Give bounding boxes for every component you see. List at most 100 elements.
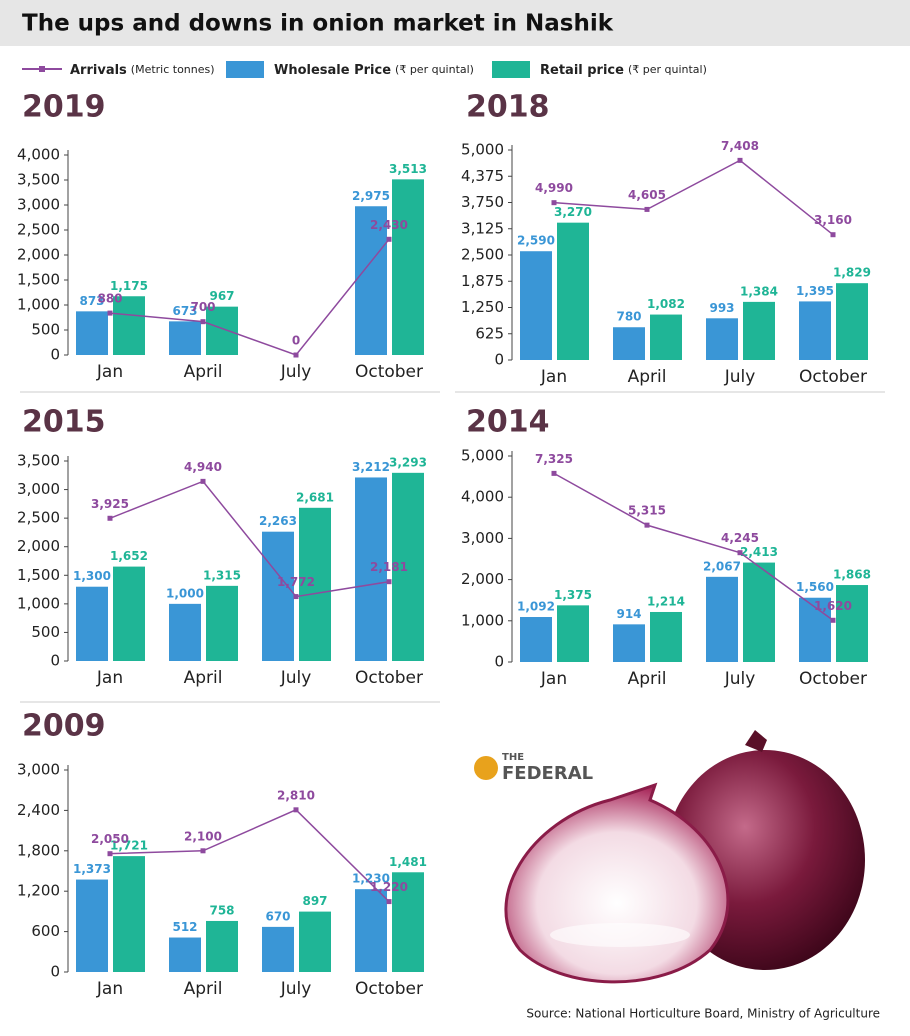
y-tick-label: 4,375: [461, 167, 504, 185]
value-label: 758: [209, 903, 234, 917]
arrivals-label: 2,181: [370, 560, 408, 574]
source: Source: National Horticulture Board, Min…: [526, 1007, 880, 1021]
arrivals-label: 1,620: [814, 599, 852, 613]
arrivals-point: [107, 851, 113, 857]
value-label: 1,481: [389, 855, 427, 869]
bar: [706, 318, 738, 360]
y-tick-label: 1,875: [461, 272, 504, 290]
x-tick-label: July: [724, 669, 756, 689]
bar: [206, 920, 238, 972]
logo-icon: [474, 756, 498, 780]
arrivals-label: 1,772: [277, 575, 315, 589]
bar: [355, 889, 387, 972]
bar: [613, 624, 645, 662]
y-tick-label: 1,200: [17, 882, 60, 900]
value-label: 3,270: [554, 205, 592, 219]
x-tick-label: July: [724, 367, 756, 387]
bar: [206, 585, 238, 661]
legend: Arrivals (Metric tonnes) Wholesale Price (₹…: [22, 61, 707, 78]
value-label: 1,300: [73, 569, 111, 583]
bar: [650, 314, 682, 360]
arrivals-point: [107, 310, 113, 316]
bar: [355, 477, 387, 661]
y-tick-label: 0: [50, 652, 60, 670]
value-label: 993: [709, 301, 734, 315]
value-label: 2,975: [352, 189, 390, 203]
legend-name: Retail price: [540, 63, 624, 78]
chart-title: 2009: [22, 709, 106, 744]
y-tick-label: 3,125: [461, 219, 504, 237]
arrivals-line: [109, 238, 390, 356]
x-tick-label: October: [355, 668, 423, 688]
value-label: 914: [616, 607, 641, 621]
arrivals-line: [553, 159, 834, 236]
value-label: 1,000: [166, 586, 204, 600]
value-label: 1,175: [110, 279, 148, 293]
arrivals-point: [830, 232, 836, 238]
bar: [799, 301, 831, 360]
legend-unit: (₹ per quintal): [628, 63, 707, 76]
y-tick-label: 2,400: [17, 801, 60, 819]
bar: [557, 605, 589, 662]
legend-unit: (Metric tonnes): [131, 63, 215, 76]
arrivals-label: 4,990: [535, 181, 573, 195]
arrivals-point: [737, 157, 743, 163]
legend-swatch: [226, 61, 264, 78]
bar: [76, 586, 108, 661]
chart-title: 2015: [22, 405, 106, 440]
y-tick-label: 2,500: [17, 509, 60, 527]
value-label: 873: [79, 294, 104, 308]
y-tick-label: 1,000: [461, 611, 504, 629]
y-tick-label: 3,500: [17, 452, 60, 470]
value-label: 1,315: [203, 568, 241, 582]
value-label: 2,263: [259, 514, 297, 528]
bar: [76, 311, 108, 355]
bar: [355, 206, 387, 355]
bar: [262, 531, 294, 661]
y-tick-label: 2,000: [17, 537, 60, 555]
arrivals-point: [386, 899, 392, 905]
bar: [836, 585, 868, 662]
value-label: 2,681: [296, 490, 334, 504]
y-tick-label: 500: [31, 321, 60, 339]
y-tick-label: 625: [475, 324, 504, 342]
value-label: 1,375: [554, 588, 592, 602]
legend-label: Retail price (₹ per quintal): [540, 63, 707, 78]
arrivals-point: [551, 470, 557, 476]
bar: [650, 611, 682, 662]
value-label: 512: [172, 920, 197, 934]
arrivals-label: 880: [97, 292, 122, 306]
y-tick-label: 4,000: [17, 146, 60, 164]
legend-unit: (₹ per quintal): [395, 63, 474, 76]
value-label: 673: [172, 304, 197, 318]
arrivals-label: 2,810: [277, 788, 315, 802]
value-label: 897: [302, 894, 327, 908]
y-tick-label: 5,000: [461, 447, 504, 465]
arrivals-label: 3,160: [814, 213, 852, 227]
arrivals-label: 3,925: [91, 497, 129, 511]
arrivals-line: [109, 480, 390, 598]
bar: [392, 472, 424, 661]
arrivals-point: [293, 594, 299, 600]
y-tick-label: 0: [50, 963, 60, 981]
legend-label: Arrivals (Metric tonnes): [70, 63, 215, 78]
y-tick-label: 3,000: [17, 196, 60, 214]
value-label: 1,652: [110, 549, 148, 563]
y-tick-label: 500: [31, 623, 60, 641]
bar: [743, 562, 775, 662]
y-tick-label: 600: [31, 922, 60, 940]
y-tick-label: 1,500: [17, 271, 60, 289]
y-tick-label: 2,500: [17, 221, 60, 239]
x-tick-label: July: [280, 979, 312, 999]
legend-swatch: [39, 66, 45, 72]
bar: [613, 327, 645, 360]
y-tick-label: 5,000: [461, 141, 504, 159]
bar: [113, 566, 145, 661]
arrivals-point: [386, 579, 392, 585]
arrivals-line: [553, 472, 834, 621]
y-tick-label: 3,000: [17, 761, 60, 779]
chart-title: 2018: [466, 90, 550, 125]
value-label: 1,082: [647, 297, 685, 311]
logo-small: THE: [502, 752, 524, 763]
bar: [799, 597, 831, 662]
